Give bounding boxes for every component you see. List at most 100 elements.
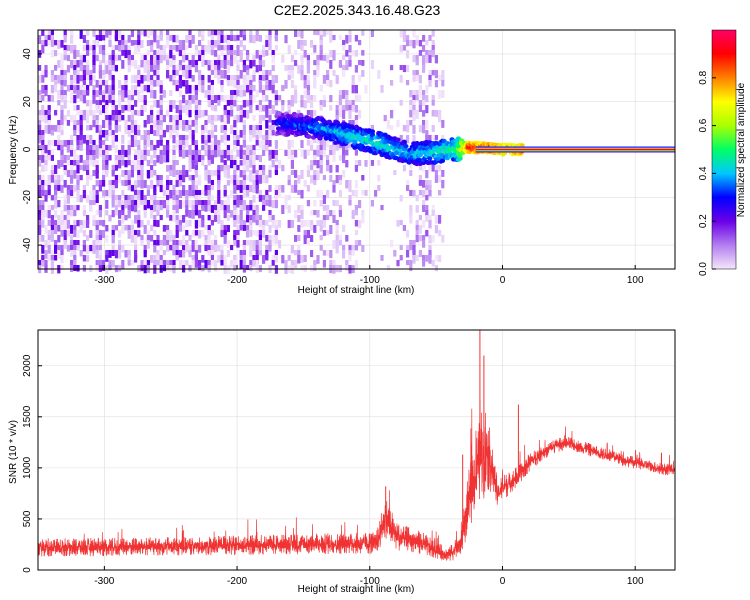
spectrogram-cell	[409, 120, 413, 126]
spectrogram-cell	[60, 155, 64, 163]
spectrogram-cell	[70, 185, 74, 191]
spectrogram-cell	[329, 50, 333, 58]
spectrogram-cell	[204, 205, 208, 212]
spectrogram-cell	[188, 85, 192, 94]
spectrogram-cell	[319, 100, 323, 107]
spectrogram-cell	[252, 240, 256, 246]
spectrogram-cell	[281, 105, 285, 112]
spectrogram-cell	[114, 135, 118, 142]
spectrogram-cell	[70, 140, 74, 148]
spectrogram-cell	[124, 40, 128, 48]
spectrogram-cell	[60, 185, 64, 193]
spectrogram-cell	[63, 140, 67, 147]
spectrogram-cell	[201, 110, 205, 118]
spectrogram-cell	[127, 180, 131, 186]
spectrogram-cell	[172, 245, 176, 254]
spectrogram-cell	[127, 225, 131, 234]
spectrogram-cell	[300, 45, 304, 51]
spectrogram-cell	[310, 160, 314, 168]
spectrogram-cell	[249, 100, 253, 107]
spectrogram-cell	[44, 85, 48, 93]
spectrogram-cell	[38, 65, 42, 71]
x-tick-label: 0	[500, 576, 506, 587]
spectrogram-cell	[92, 110, 96, 119]
spectrogram-cell	[230, 75, 234, 84]
spectrogram-cell	[76, 90, 80, 99]
spectrogram-cell	[54, 255, 58, 261]
spectrogram-cell	[214, 210, 218, 218]
spectrogram-cell	[268, 140, 272, 147]
spectrogram-cell	[268, 215, 272, 222]
spectrogram-cell	[102, 145, 106, 153]
spectrogram-cell	[150, 80, 154, 88]
spectrogram-cell	[217, 115, 221, 121]
spectrogram-cell	[169, 60, 173, 68]
spectrogram-cell	[169, 115, 173, 123]
spectrogram-cell	[249, 170, 253, 178]
spectrogram-cell	[172, 250, 176, 256]
spectrogram-cell	[63, 95, 67, 101]
spectrogram-cell	[156, 75, 160, 82]
spectrogram-cell	[233, 50, 237, 58]
spectrogram-cell	[137, 80, 141, 87]
spectrogram-cell	[239, 250, 243, 258]
spectrogram-cell	[428, 215, 432, 224]
spectrogram-cell	[201, 60, 205, 67]
spectrogram-cell	[82, 165, 86, 172]
spectrogram-cell	[204, 125, 208, 133]
spectrogram-cell	[233, 115, 237, 124]
spectrogram-cell	[182, 190, 186, 196]
spectrogram-cell	[76, 85, 80, 91]
spectrogram-cell	[121, 40, 125, 47]
spectrogram-cell	[114, 225, 118, 231]
spectrogram-cell	[361, 210, 365, 216]
spectrogram-cell	[146, 65, 150, 73]
spectrogram-cell	[66, 185, 70, 193]
spectrogram-cell	[422, 110, 426, 117]
spectrogram-cell	[313, 30, 317, 35]
spectrogram-cell	[316, 175, 320, 181]
spectrogram-cell	[166, 265, 170, 271]
spectrogram-cell	[306, 240, 310, 246]
spectrogram-cell	[89, 145, 93, 152]
spectrogram-cell	[130, 75, 134, 84]
spectrogram-cell	[66, 220, 70, 229]
spectrogram-cell	[233, 90, 237, 98]
spectrogram-cell	[306, 140, 310, 146]
spectrogram-cell	[150, 170, 154, 178]
spectrogram-cell	[402, 225, 406, 231]
spectrogram-cell	[268, 210, 272, 218]
spectrogram-cell	[95, 195, 99, 203]
spectrogram-cell	[146, 230, 150, 238]
spectrogram-cell	[239, 90, 243, 98]
spectrogram-cell	[54, 40, 58, 46]
spectrogram-cell	[156, 175, 160, 183]
spectrogram-cell	[86, 60, 90, 66]
spectrogram-cell	[358, 160, 362, 166]
spectrogram-cell	[374, 190, 378, 197]
spectrogram-cell	[313, 110, 317, 116]
spectrogram-cell	[70, 260, 74, 269]
spectrogram-cell	[182, 145, 186, 151]
spectrogram-cell	[313, 60, 317, 66]
spectrogram-cell	[290, 185, 294, 193]
spectrogram-cell	[434, 165, 438, 171]
spectrogram-cell	[214, 115, 218, 122]
spectrogram-cell	[76, 75, 80, 84]
spectrogram-cell	[194, 170, 198, 178]
spectrogram-cell	[60, 220, 64, 228]
spectrogram-cell	[233, 95, 237, 103]
y-tick-label: -40	[22, 237, 33, 252]
spectrogram-cell	[137, 40, 141, 48]
spectrogram-cell	[172, 260, 176, 268]
spectrogram-cell	[127, 95, 131, 102]
spectrogram-cell	[252, 260, 256, 267]
spectrogram-cell	[255, 35, 259, 42]
spectrogram-cell	[38, 175, 42, 180]
spectrogram-cell	[262, 75, 266, 81]
spectrogram-cell	[220, 30, 224, 36]
spectrogram-cell	[354, 150, 358, 156]
spectrogram-cell	[178, 200, 182, 209]
spectrogram-cell	[236, 90, 240, 97]
spectrogram-cell	[172, 70, 176, 78]
